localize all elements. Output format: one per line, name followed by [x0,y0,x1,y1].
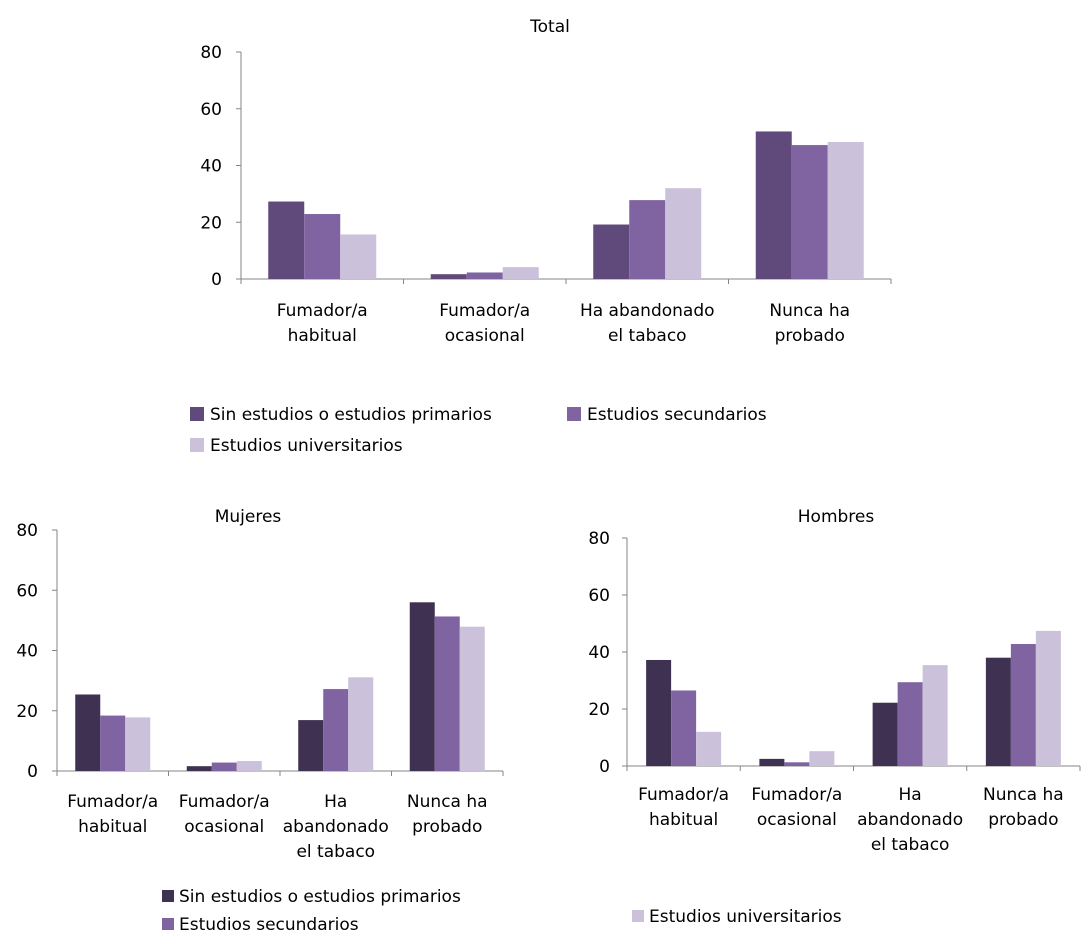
bar-3-4 [827,141,864,279]
x-category-label: Fumador/a habitual [277,301,368,346]
bar-3-2 [809,751,835,766]
legend-swatch-s2 [162,918,174,930]
bar-2-3 [323,689,349,771]
bar-3-1 [696,731,722,766]
bar-1-1 [268,201,305,279]
y-tick-label: 0 [211,270,222,290]
bar-1-4 [755,131,792,279]
bar-1-1 [646,659,672,766]
bar-2-4 [791,145,828,279]
legend-hombres: Estudios universitarios [632,907,842,927]
x-category-label: Ha abandonado el tabaco [857,785,963,855]
bar-3-2 [502,267,539,279]
bar-1-2 [186,766,212,771]
y-tick-label: 60 [200,100,222,120]
x-category-label: Nunca ha probado [407,792,488,837]
y-tick-label: 20 [588,700,610,720]
bar-3-2 [236,761,262,771]
bar-2-1 [304,214,341,279]
plot-total: 0 20 40 60 80 Fumador/a habitual Fumador/a ocasi… [200,43,892,346]
bar-3-3 [665,188,702,279]
bar-2-4 [434,616,460,771]
legend-swatch-s1 [162,890,174,902]
bar-1-3 [872,702,898,766]
bar-3-3 [922,665,948,766]
y-tick-label: 80 [588,529,610,549]
bar-3-3 [348,677,374,771]
y-tick-label: 80 [16,521,38,541]
y-tick-label: 80 [200,43,222,63]
x-category-label: Fumador/a ocasional [179,792,270,837]
y-tick-label: 40 [588,643,610,663]
legend-mujeres: Sin estudios o estudios primarios Estudi… [162,887,461,935]
x-category-label: Ha abandonado el tabaco [580,301,715,346]
legend-swatch-s1 [190,407,204,421]
bar-1-2 [430,274,467,279]
bar-2-1 [100,715,126,771]
bar-2-2 [784,762,810,766]
bar-1-4 [985,657,1011,766]
chart-title-hombres: Hombres [798,507,875,527]
plot-hombres: 0 20 40 60 80 Fumador/a habitual Fumador/a ocasi… [588,529,1081,855]
bar-3-4 [1035,630,1061,766]
bar-1-3 [298,720,324,771]
y-tick-label: 0 [27,762,38,782]
bar-2-4 [1010,644,1036,766]
y-tick-label: 20 [200,213,222,233]
bar-2-3 [629,200,666,279]
x-category-label: Fumador/a ocasional [439,301,530,346]
chart-title-mujeres: Mujeres [215,507,282,527]
bar-1-4 [409,602,435,771]
y-tick-label: 40 [16,642,38,662]
x-category-label: Fumador/a habitual [638,785,729,830]
y-tick-label: 20 [16,702,38,722]
bar-1-2 [759,758,785,766]
legend-swatch-s2 [567,407,581,421]
x-category-label: Nunca ha probado [983,785,1064,830]
y-tick-label: 60 [16,581,38,601]
legend-label-s1: Sin estudios o estudios primarios [179,887,461,907]
bar-1-1 [75,694,101,771]
x-category-label: Ha abandonado el tabaco [283,792,389,862]
bar-1-3 [593,224,630,279]
x-category-label: Fumador/a ocasional [751,785,842,830]
x-category-label: Nunca ha probado [769,301,850,346]
bar-3-1 [125,717,151,771]
legend-label-s3: Estudios universitarios [649,907,842,927]
chart-title-total: Total [529,17,570,37]
legend-swatch-s3 [632,910,644,922]
legend-label-s3: Estudios universitarios [210,436,403,456]
legend-total: Sin estudios o estudios primarios Estudi… [190,405,767,456]
legend-swatch-s3 [190,438,204,452]
bar-2-2 [466,272,503,279]
bar-2-1 [671,690,697,766]
y-tick-label: 40 [200,157,222,177]
plot-mujeres: 0 20 40 60 80 Fumador/a habitual Fumador/a ocasi… [16,521,504,862]
bar-2-2 [211,762,237,771]
legend-label-s1: Sin estudios o estudios primarios [210,405,492,425]
bar-3-1 [340,234,377,279]
legend-label-s2: Estudios secundarios [179,915,359,935]
bar-2-3 [897,682,923,766]
x-category-label: Fumador/a habitual [67,792,158,837]
bar-3-4 [459,626,485,771]
legend-label-s2: Estudios secundarios [587,405,767,425]
y-tick-label: 60 [588,586,610,606]
y-tick-label: 0 [599,757,610,777]
